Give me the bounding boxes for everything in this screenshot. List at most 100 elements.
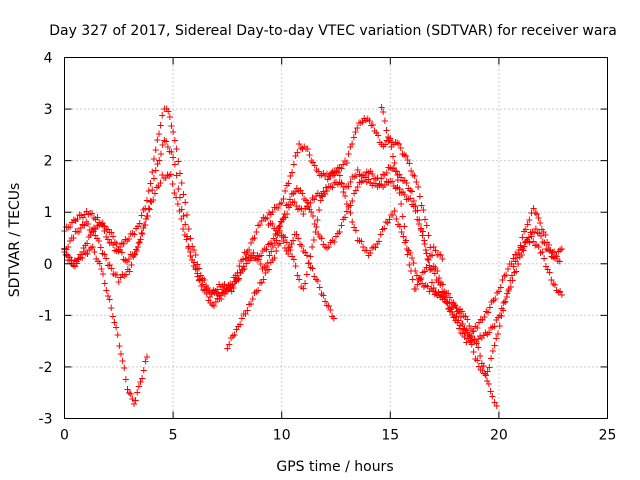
data-point: + bbox=[554, 254, 561, 268]
data-point: + bbox=[234, 271, 241, 285]
data-point: + bbox=[176, 204, 183, 218]
data-point: + bbox=[394, 172, 401, 186]
data-point: + bbox=[122, 253, 129, 267]
data-point: + bbox=[383, 166, 390, 180]
data-point: + bbox=[358, 169, 365, 183]
data-point: + bbox=[452, 313, 459, 327]
data-point: + bbox=[208, 285, 215, 299]
data-point: + bbox=[302, 193, 309, 207]
data-point: + bbox=[343, 197, 350, 211]
data-point: + bbox=[327, 235, 334, 249]
data-point: + bbox=[227, 331, 234, 345]
data-point: + bbox=[471, 333, 478, 347]
data-point: + bbox=[93, 231, 100, 245]
data-point: + bbox=[394, 136, 401, 150]
data-point: + bbox=[230, 280, 237, 294]
data-point: + bbox=[87, 228, 94, 242]
data-point: + bbox=[349, 194, 356, 208]
data-point: + bbox=[252, 251, 259, 265]
data-point: + bbox=[269, 239, 276, 253]
data-point: + bbox=[264, 262, 271, 276]
data-point: + bbox=[457, 318, 464, 332]
data-point: + bbox=[257, 248, 264, 262]
data-point: + bbox=[179, 222, 186, 236]
data-point: + bbox=[305, 199, 312, 213]
data-point: + bbox=[345, 200, 352, 214]
data-point: + bbox=[392, 164, 399, 178]
data-point: + bbox=[358, 175, 365, 189]
data-point: + bbox=[314, 274, 321, 288]
data-point: + bbox=[175, 181, 182, 195]
data-point: + bbox=[521, 239, 528, 253]
data-point: + bbox=[370, 240, 377, 254]
data-point: + bbox=[293, 227, 300, 241]
data-point: + bbox=[270, 231, 277, 245]
data-point: + bbox=[232, 274, 239, 288]
data-point: + bbox=[196, 272, 203, 286]
data-point: + bbox=[537, 215, 544, 229]
data-point: + bbox=[498, 308, 505, 322]
data-point: + bbox=[417, 221, 424, 235]
data-point: + bbox=[446, 295, 453, 309]
data-point: + bbox=[290, 186, 297, 200]
data-point: + bbox=[295, 183, 302, 197]
data-point: + bbox=[226, 281, 233, 295]
data-point: + bbox=[168, 144, 175, 158]
data-point: + bbox=[180, 187, 187, 201]
data-point: + bbox=[260, 210, 267, 224]
data-point: + bbox=[507, 279, 514, 293]
data-point: + bbox=[159, 168, 166, 182]
data-point: + bbox=[304, 195, 311, 209]
data-point: + bbox=[278, 214, 285, 228]
data-point: + bbox=[166, 110, 173, 124]
data-point: + bbox=[246, 297, 253, 311]
data-point: + bbox=[464, 312, 471, 326]
data-point: + bbox=[323, 166, 330, 180]
data-point: + bbox=[276, 219, 283, 233]
data-point: + bbox=[84, 217, 91, 231]
data-point: + bbox=[387, 131, 394, 145]
data-point: + bbox=[201, 282, 208, 296]
data-point: + bbox=[343, 179, 350, 193]
data-point: + bbox=[248, 248, 255, 262]
data-point: + bbox=[294, 268, 301, 282]
data-point: + bbox=[466, 328, 473, 342]
data-point: + bbox=[354, 120, 361, 134]
data-point: + bbox=[199, 271, 206, 285]
data-point: + bbox=[296, 201, 303, 215]
data-point: + bbox=[529, 224, 536, 238]
data-point: + bbox=[70, 256, 77, 270]
data-point: + bbox=[283, 178, 290, 192]
data-point: + bbox=[327, 168, 334, 182]
data-point: + bbox=[106, 258, 113, 272]
data-point: + bbox=[474, 353, 481, 367]
data-point: + bbox=[419, 276, 426, 290]
data-point: + bbox=[363, 243, 370, 257]
data-point: + bbox=[374, 171, 381, 185]
data-point: + bbox=[431, 287, 438, 301]
data-point: + bbox=[65, 239, 72, 253]
data-point: + bbox=[416, 212, 423, 226]
data-point: + bbox=[394, 180, 401, 194]
data-point: + bbox=[486, 325, 493, 339]
data-point: + bbox=[485, 377, 492, 391]
data-point: + bbox=[285, 240, 292, 254]
data-point: + bbox=[310, 232, 317, 246]
data-point: + bbox=[256, 218, 263, 232]
data-point: + bbox=[493, 312, 500, 326]
data-point: + bbox=[375, 128, 382, 142]
data-point: + bbox=[486, 360, 493, 374]
y-tick-label: 3 bbox=[44, 102, 53, 118]
data-point: + bbox=[271, 200, 278, 214]
data-point: + bbox=[532, 221, 539, 235]
data-point: + bbox=[110, 237, 117, 251]
data-point: + bbox=[108, 300, 115, 314]
data-point: + bbox=[470, 324, 477, 338]
data-point: + bbox=[115, 242, 122, 256]
data-point: + bbox=[514, 251, 521, 265]
data-point: + bbox=[524, 234, 531, 248]
data-point: + bbox=[463, 323, 470, 337]
data-point: + bbox=[76, 208, 83, 222]
data-point: + bbox=[402, 148, 409, 162]
